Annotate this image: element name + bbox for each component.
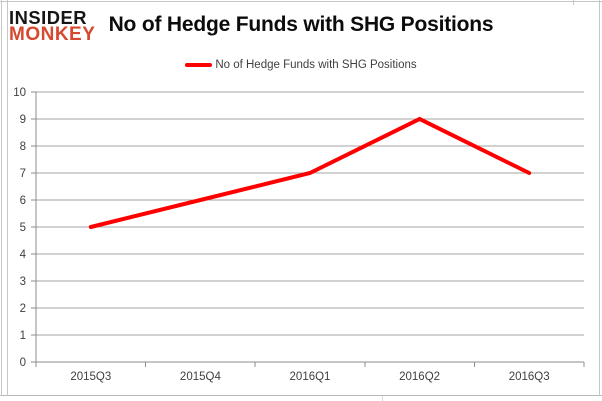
legend: No of Hedge Funds with SHG Positions [0,59,602,71]
frame-border-top [0,1,602,2]
x-tick-label: 2016Q3 [509,371,550,383]
frame-border-bottom [0,395,602,396]
logo-monkey-text: MONKEY [9,24,96,45]
legend-line-swatch [185,63,213,67]
frame-border-right [599,0,600,396]
series-line-shg [88,116,532,229]
frame-border-left-outer [1,0,2,396]
frame-border-left-inner [7,0,8,396]
y-tick-label: 10 [13,87,26,99]
frame-artifact-top-tick [573,0,574,5]
y-tick-label: 8 [20,141,26,153]
x-tick-label: 2015Q4 [180,371,222,383]
y-tick-label: 6 [20,195,26,207]
y-tick-label: 4 [20,249,27,261]
legend-label: No of Hedge Funds with SHG Positions [215,59,417,71]
logo-insider-text: INSIDER [9,8,88,28]
x-tick-label: 2015Q3 [70,371,111,383]
y-tick-label: 5 [20,222,26,234]
y-tick-label: 0 [20,357,26,369]
chart-title: No of Hedge Funds with SHG Positions [108,13,494,36]
x-tick-label: 2016Q1 [290,371,331,383]
x-tick-label: 2016Q2 [399,371,440,383]
frame-artifact-bottom-tick [382,396,383,401]
y-tick-label: 1 [20,330,26,342]
y-tick-label: 9 [20,114,26,126]
y-tick-label: 2 [20,303,26,315]
y-tick-label: 7 [20,168,26,180]
insider-monkey-logo: INSIDER MONKEY [9,8,109,45]
y-tick-label: 3 [20,276,26,288]
